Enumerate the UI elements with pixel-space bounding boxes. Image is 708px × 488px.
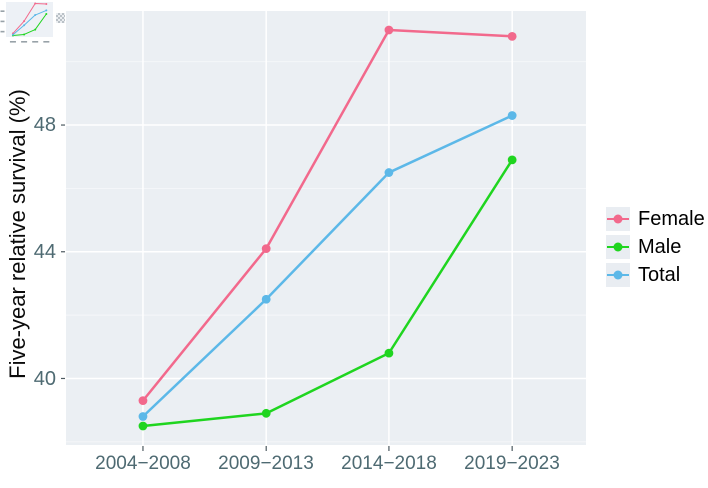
data-point-total: [507, 111, 517, 120]
data-point-female: [384, 25, 394, 35]
chart-thumbnail: [0, 0, 55, 44]
y-tick-label-44: 44: [33, 241, 56, 263]
plot-panel: [61, 11, 586, 451]
series-line-total: [141, 114, 514, 418]
y-tick-label-40: 40: [33, 368, 56, 390]
data-point-female: [138, 396, 148, 406]
plot-svg: [61, 11, 586, 451]
legend-key-male: [606, 235, 630, 259]
thumbnail-xtick-blob: [43, 41, 50, 43]
data-point-total: [34, 14, 37, 17]
y-tick-label-48: 48: [33, 114, 56, 136]
legend-key-female: [606, 207, 630, 231]
x-tick-label-2009-2013: 2009−2013: [218, 453, 314, 474]
data-point-male: [384, 348, 394, 358]
series-line-male: [141, 158, 514, 428]
data-point-female: [45, 3, 48, 6]
legend-entry-male: Male: [606, 235, 705, 259]
thumbnail-xtick-blob: [32, 41, 39, 43]
series-line-total: [12, 9, 47, 36]
legend: Female Male Total: [606, 207, 705, 287]
data-point-male: [34, 28, 37, 31]
data-point-total: [11, 33, 14, 36]
legend-point-swatch: [613, 242, 623, 252]
data-point-female: [34, 2, 37, 5]
legend-label-female: Female: [638, 208, 705, 230]
thumbnail-ytick-blob: [0, 30, 5, 33]
thumbnail-plot-svg: [0, 2, 50, 43]
artifact-glyph: [56, 13, 65, 23]
data-point-male: [507, 155, 517, 165]
legend-label-total: Total: [638, 264, 681, 286]
legend-point-swatch: [613, 214, 623, 224]
x-tick-label-2014-2018: 2014−2018: [341, 453, 437, 474]
legend-point-swatch: [613, 270, 623, 280]
data-point-male: [23, 33, 26, 36]
data-point-female: [261, 244, 271, 253]
data-point-male: [45, 13, 48, 16]
series-line-female: [12, 3, 47, 34]
series-line-female: [141, 28, 514, 402]
legend-key-total: [606, 263, 630, 287]
series-line-male: [12, 13, 47, 36]
thumbnail-xtick-blob: [21, 41, 28, 43]
data-point-male: [138, 421, 148, 431]
legend-label-male: Male: [638, 236, 682, 258]
data-point-total: [23, 24, 26, 27]
data-point-total: [261, 294, 271, 304]
data-point-female: [507, 31, 517, 41]
data-point-female: [23, 20, 26, 23]
data-point-total: [138, 412, 148, 421]
x-tick-label-2004-2008: 2004−2008: [95, 453, 191, 474]
thumbnail-ytick-blob: [0, 20, 5, 23]
legend-entry-total: Total: [606, 263, 705, 287]
data-point-total: [45, 9, 48, 12]
thumbnail-xtick-blob: [9, 41, 16, 43]
thumbnail-plot-panel: [0, 2, 53, 43]
x-tick-label-2019-2023: 2019−2023: [464, 453, 560, 474]
legend-entry-female: Female: [606, 207, 705, 231]
thumbnail-ytick-blob: [0, 10, 5, 12]
data-point-total: [384, 168, 394, 177]
data-point-male: [261, 408, 271, 418]
